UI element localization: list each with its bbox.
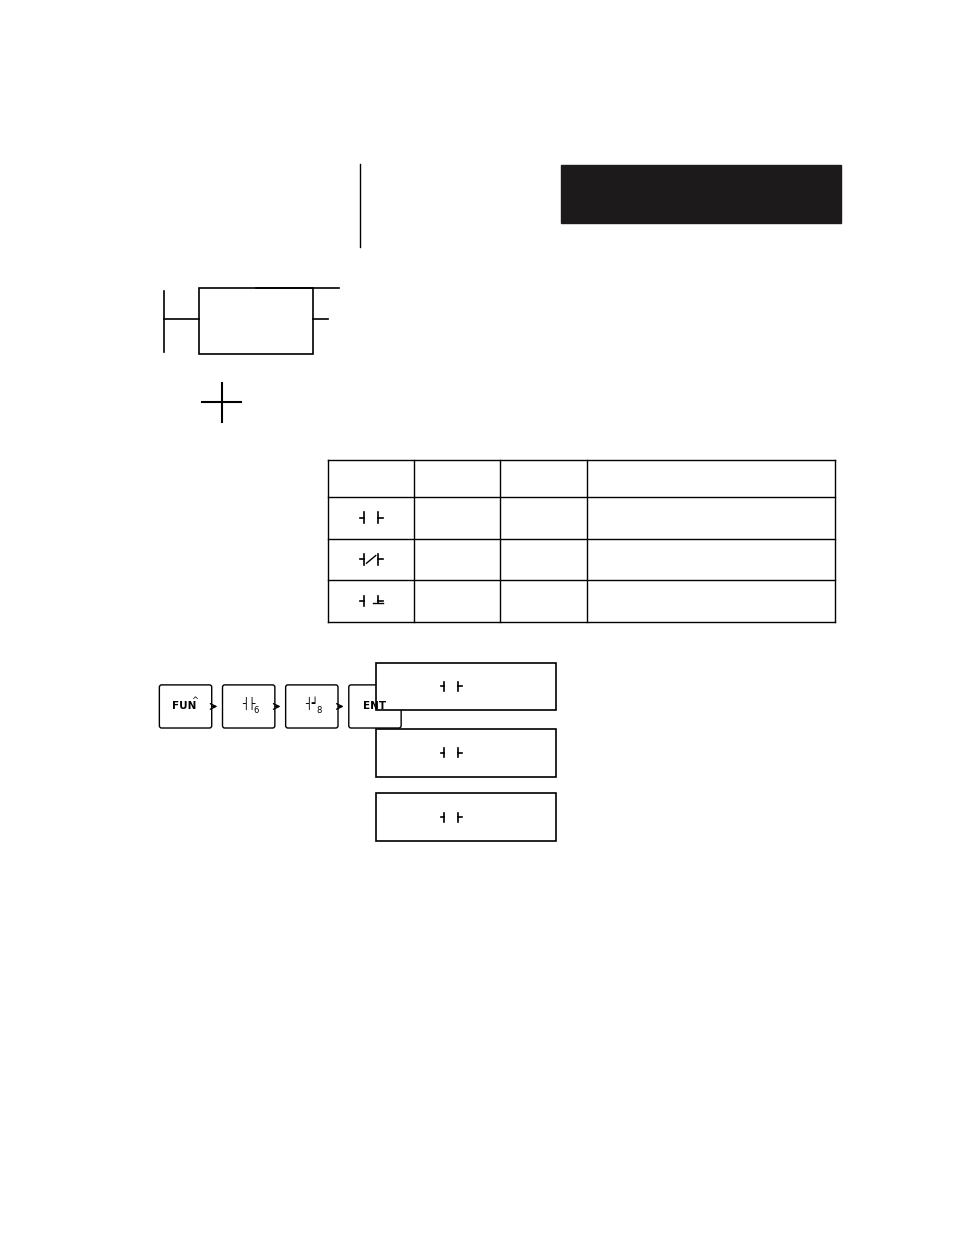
- FancyBboxPatch shape: [159, 685, 212, 727]
- Bar: [375, 662, 556, 710]
- Bar: [375, 793, 556, 841]
- Text: ┤├: ┤├: [242, 697, 255, 710]
- Text: 8: 8: [316, 705, 322, 715]
- FancyBboxPatch shape: [222, 685, 274, 727]
- Bar: [375, 729, 556, 777]
- Text: ┤┙: ┤┙: [305, 697, 318, 710]
- Text: ENT: ENT: [363, 701, 386, 711]
- Text: 6: 6: [253, 705, 259, 715]
- Text: ^: ^: [192, 695, 198, 705]
- Bar: [560, 165, 840, 222]
- Text: FUN: FUN: [172, 701, 196, 711]
- Bar: [198, 288, 313, 353]
- FancyBboxPatch shape: [285, 685, 337, 727]
- FancyBboxPatch shape: [349, 685, 400, 727]
